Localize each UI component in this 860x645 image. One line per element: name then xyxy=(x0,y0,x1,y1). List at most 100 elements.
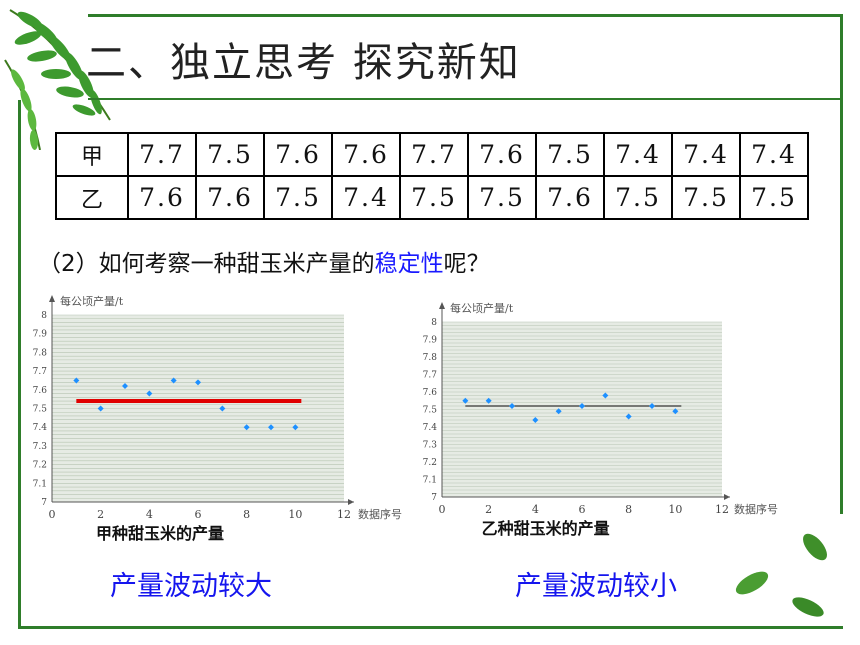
table-cell: 7.6 xyxy=(535,175,605,220)
table-cell: 7.4 xyxy=(671,132,741,177)
table-cell: 7.5 xyxy=(603,175,673,220)
data-point xyxy=(579,403,585,409)
caption-left: 产量波动较大 xyxy=(110,571,272,602)
chart-title: 甲种甜玉米的产量 xyxy=(96,524,224,543)
y-axis-label: 每公顷产量/t xyxy=(450,301,514,315)
table-cell: 7.7 xyxy=(127,132,197,177)
table-cell: 7.5 xyxy=(467,175,537,220)
data-point xyxy=(509,403,515,409)
table-cell: 7.5 xyxy=(671,175,741,220)
y-axis-arrow xyxy=(49,295,55,302)
data-point xyxy=(625,413,632,420)
table-row: 甲 7.7 7.5 7.6 7.6 7.7 7.6 7.5 7.4 7.4 7.4 xyxy=(55,132,809,177)
data-point xyxy=(602,392,609,399)
y-tick-label: 7.2 xyxy=(33,461,47,471)
table-cell: 7.5 xyxy=(535,132,605,177)
x-tick-label: 8 xyxy=(625,503,632,516)
question-emphasis: 稳定性 xyxy=(374,251,444,277)
x-tick-label: 10 xyxy=(288,508,302,521)
y-tick-label: 7.4 xyxy=(423,423,438,433)
table-cell: 7.5 xyxy=(399,175,469,220)
y-tick-label: 8 xyxy=(41,311,47,321)
table-cell: 7.4 xyxy=(603,132,673,177)
y-tick-label: 7.1 xyxy=(33,479,47,489)
row-label: 乙 xyxy=(55,175,129,220)
x-tick-label: 0 xyxy=(49,508,56,521)
x-axis-arrow xyxy=(724,494,730,500)
title-underline xyxy=(88,98,843,100)
frame-left-border xyxy=(18,100,21,629)
table-cell: 7.6 xyxy=(467,132,537,177)
x-axis-label: 数据序号 xyxy=(734,502,778,516)
table-cell: 7.4 xyxy=(331,175,401,220)
data-point xyxy=(73,377,80,384)
table-cell: 7.6 xyxy=(263,132,333,177)
table-cell: 7.6 xyxy=(195,175,265,220)
y-axis-label: 每公顷产量/t xyxy=(60,294,124,308)
y-axis-arrow xyxy=(439,302,445,309)
table-cell: 7.6 xyxy=(331,132,401,177)
chart-yi: 7 7.1 7.2 7.3 7.4 7.5 7.6 7.7 7.8 7.9 8 0 2 4 6 8 10 12 每公… xyxy=(423,301,778,538)
y-tick-label: 7.1 xyxy=(423,476,437,486)
slide-title: 二、独立思考 探究新知 xyxy=(86,40,521,86)
y-tick-label: 7.9 xyxy=(423,336,438,346)
y-tick-label: 7.3 xyxy=(423,441,438,451)
caption-right: 产量波动较小 xyxy=(515,571,677,602)
data-point xyxy=(195,379,201,386)
question-text: （2）如何考察一种甜玉米产量的稳定性呢？ xyxy=(38,244,490,278)
data-point xyxy=(649,403,655,409)
table-cell: 7.5 xyxy=(739,175,809,220)
y-tick-label: 7 xyxy=(41,498,47,508)
y-tick-label: 7 xyxy=(431,493,437,503)
frame-right-border xyxy=(840,14,843,514)
data-point xyxy=(532,417,539,423)
y-tick-label: 7.4 xyxy=(33,423,48,433)
table-cell: 7.5 xyxy=(195,132,265,177)
data-point xyxy=(555,408,562,415)
x-tick-label: 12 xyxy=(715,503,729,516)
yield-table: 甲 7.7 7.5 7.6 7.6 7.7 7.6 7.5 7.4 7.4 7.4 乙 7.6 7.6 7.… xyxy=(55,132,809,220)
row-label: 甲 xyxy=(55,132,129,177)
y-tick-label: 7.9 xyxy=(33,330,48,340)
question-prefix: （2）如何考察一种甜玉米产量的 xyxy=(38,251,375,277)
x-axis-label: 数据序号 xyxy=(358,507,402,521)
table-cell: 7.5 xyxy=(263,175,333,220)
chart-jia: 7 7.1 7.2 7.3 7.4 7.5 7.6 7.7 7.8 7.9 8 0 2 4 6 8 10 12 每公… xyxy=(33,294,402,543)
frame-bottom-border xyxy=(18,626,843,629)
x-tick-label: 2 xyxy=(485,503,492,516)
data-point xyxy=(97,405,104,412)
data-point xyxy=(292,424,299,431)
data-point xyxy=(485,397,492,404)
x-tick-label: 4 xyxy=(146,508,153,521)
x-tick-label: 4 xyxy=(532,503,539,516)
x-tick-label: 2 xyxy=(97,508,104,521)
chart-title: 乙种甜玉米的产量 xyxy=(482,519,610,538)
x-tick-label: 0 xyxy=(439,503,446,516)
y-tick-label: 7.8 xyxy=(423,353,438,363)
x-tick-label: 6 xyxy=(195,508,202,521)
x-axis-arrow xyxy=(348,499,354,505)
data-point xyxy=(122,383,128,390)
y-tick-label: 7.8 xyxy=(33,348,48,358)
data-point xyxy=(219,405,226,412)
data-point xyxy=(146,390,153,397)
y-tick-label: 7.6 xyxy=(423,388,438,398)
table-cell: 7.4 xyxy=(739,132,809,177)
question-suffix: 呢？ xyxy=(443,251,490,277)
data-point xyxy=(462,397,469,404)
y-tick-label: 7.2 xyxy=(423,458,437,468)
data-point xyxy=(672,408,679,415)
x-tick-label: 6 xyxy=(579,503,586,516)
y-tick-label: 8 xyxy=(431,318,437,328)
table-cell: 7.7 xyxy=(399,132,469,177)
y-tick-label: 7.5 xyxy=(423,406,438,416)
y-tick-label: 7.5 xyxy=(33,405,48,415)
table-cell: 7.6 xyxy=(127,175,197,220)
data-point xyxy=(243,424,250,431)
y-tick-label: 7.3 xyxy=(33,442,48,452)
x-tick-label: 8 xyxy=(243,508,250,521)
fern-leaf-icon xyxy=(4,9,111,150)
table-row: 乙 7.6 7.6 7.5 7.4 7.5 7.5 7.6 7.5 7.5 7.5 xyxy=(55,175,809,220)
leaf-decoration-icon xyxy=(735,533,827,617)
y-tick-label: 7.7 xyxy=(423,371,438,381)
